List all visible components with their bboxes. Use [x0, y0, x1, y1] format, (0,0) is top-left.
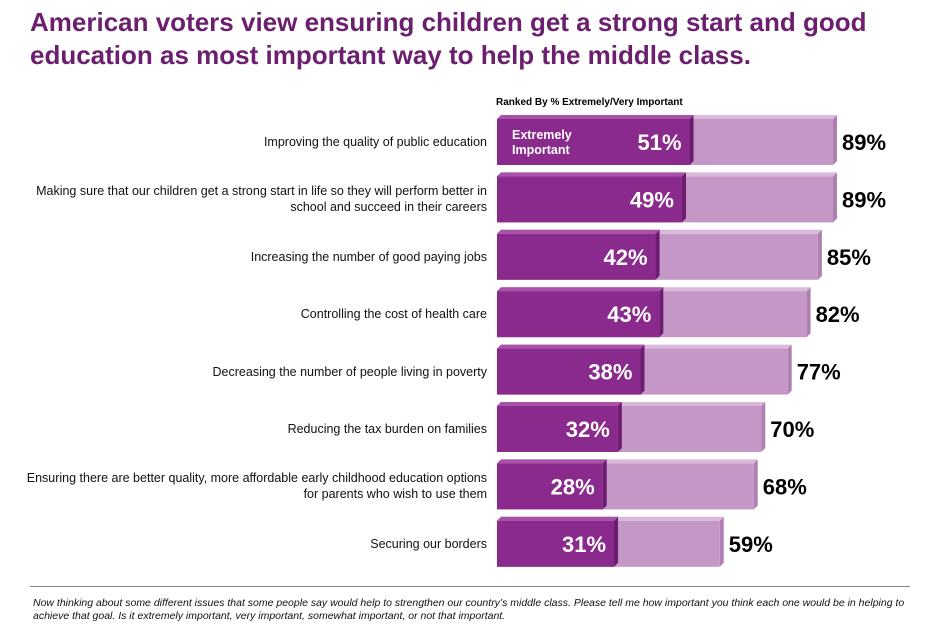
- total-value-label: 59%: [729, 532, 773, 557]
- extremely-important-bar: [497, 291, 660, 338]
- extremely-important-bar-side: [640, 344, 645, 395]
- total-value-label: 89%: [842, 130, 886, 155]
- very-important-bar-side: [719, 516, 724, 567]
- extremely-important-bar: [497, 233, 656, 280]
- extremely-important-bar-side: [659, 287, 664, 338]
- total-value-label: 85%: [827, 245, 871, 270]
- very-important-bar-side: [817, 229, 822, 280]
- category-label: Increasing the number of good paying job…: [250, 249, 487, 264]
- extremely-value-label: 42%: [604, 245, 648, 270]
- extremely-important-bar: [497, 406, 618, 452]
- extremely-important-bar-side: [617, 402, 622, 452]
- extremely-value-label: 51%: [637, 130, 681, 155]
- extremely-important-bar-top: [497, 516, 619, 521]
- total-value-label: 89%: [842, 187, 886, 212]
- footnote-divider: [30, 586, 910, 587]
- category-label: Reducing the tax burden on families: [287, 422, 487, 436]
- extremely-important-bar-top: [497, 115, 694, 119]
- chart-subtitle: Ranked By % Extremely/Very Important: [496, 97, 683, 108]
- extremely-value-label: 32%: [566, 417, 610, 442]
- category-label: Controlling the cost of health care: [300, 307, 487, 322]
- very-important-bar-side: [753, 459, 758, 510]
- very-important-bar-side: [787, 344, 792, 395]
- category-label: Securing our borders: [370, 536, 487, 551]
- extremely-value-label: 38%: [588, 360, 632, 385]
- extremely-important-bar-top: [497, 459, 607, 464]
- series-label-extremely: Extremely Important: [512, 128, 572, 157]
- extremely-important-bar-side: [655, 229, 660, 280]
- extremely-important-bar-top: [497, 172, 686, 177]
- extremely-important-bar-top: [497, 287, 664, 292]
- very-important-bar-side: [806, 287, 811, 338]
- category-label: Improving the quality of public educatio…: [263, 135, 487, 149]
- bar-chart: 51% 89% 49% 89% 42% 85% 43% 82% 38% 77% 32% 70% 28% 6…: [497, 115, 886, 567]
- total-value-label: 82%: [816, 302, 860, 327]
- extremely-important-bar-side: [689, 115, 694, 165]
- extremely-important-bar-top: [497, 402, 622, 406]
- total-value-label: 77%: [797, 360, 841, 385]
- category-label: Decreasing the number of people living i…: [212, 364, 487, 379]
- extremely-important-bar: [497, 119, 690, 165]
- category-label: Ensuring there are better quality, more …: [26, 471, 487, 502]
- extremely-important-bar: [497, 176, 682, 223]
- extremely-important-bar: [497, 348, 641, 395]
- very-important-bar-side: [761, 402, 766, 452]
- extremely-important-bar: [497, 520, 615, 567]
- extremely-important-bar-side: [614, 516, 619, 567]
- category-label: Making sure that our children get a stro…: [36, 184, 487, 215]
- chart-title: American voters view ensuring children g…: [30, 7, 867, 70]
- very-important-bar-side: [833, 115, 837, 165]
- extremely-important-bar: [497, 463, 603, 510]
- extremely-important-bar-top: [497, 344, 645, 349]
- extremely-value-label: 43%: [607, 302, 651, 327]
- footnote: Now thinking about some different issues…: [33, 597, 905, 622]
- extremely-important-bar-side: [602, 459, 607, 510]
- extremely-important-bar-side: [681, 172, 686, 223]
- very-important-bar-side: [833, 172, 837, 223]
- total-value-label: 68%: [763, 474, 807, 499]
- extremely-value-label: 49%: [630, 187, 674, 212]
- extremely-value-label: 28%: [551, 474, 595, 499]
- total-value-label: 70%: [770, 417, 814, 442]
- extremely-value-label: 31%: [562, 532, 606, 557]
- extremely-important-bar-top: [497, 229, 660, 234]
